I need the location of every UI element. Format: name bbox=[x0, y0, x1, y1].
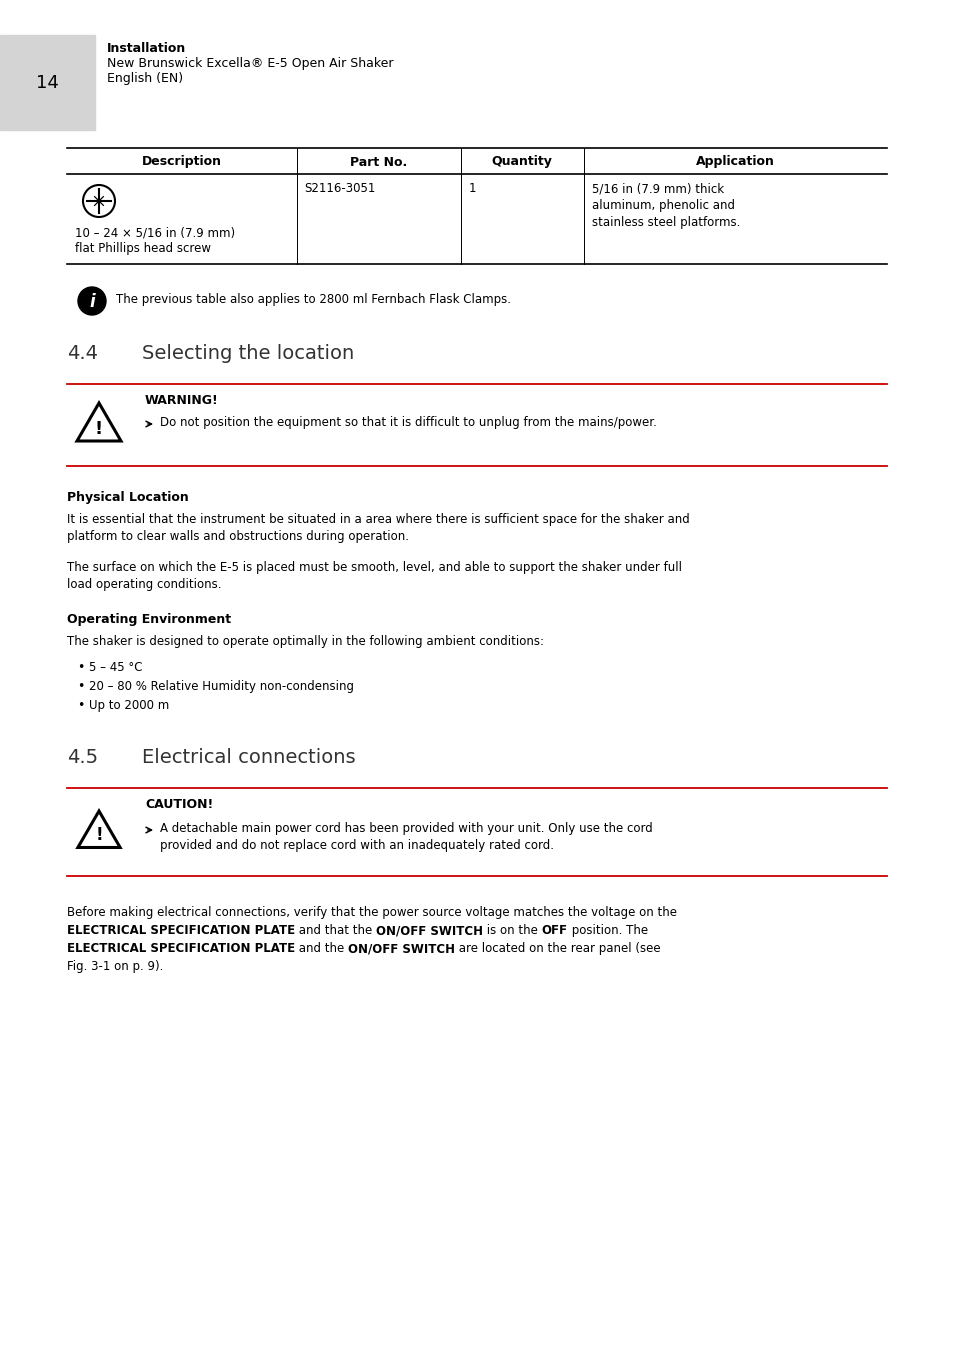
Text: •: • bbox=[77, 680, 84, 693]
Text: ELECTRICAL SPECIFICATION PLATE: ELECTRICAL SPECIFICATION PLATE bbox=[67, 942, 294, 954]
Text: and that the: and that the bbox=[294, 923, 375, 937]
Text: 5/16 in (7.9 mm) thick: 5/16 in (7.9 mm) thick bbox=[591, 182, 723, 194]
Text: Electrical connections: Electrical connections bbox=[142, 748, 355, 767]
Text: Before making electrical connections, verify that the power source voltage match: Before making electrical connections, ve… bbox=[67, 906, 677, 919]
Text: ON/OFF SWITCH: ON/OFF SWITCH bbox=[348, 942, 455, 954]
Text: ELECTRICAL SPECIFICATION PLATE: ELECTRICAL SPECIFICATION PLATE bbox=[67, 923, 294, 937]
Text: !: ! bbox=[95, 826, 103, 844]
Text: are located on the rear panel (see: are located on the rear panel (see bbox=[455, 942, 660, 954]
Text: Application: Application bbox=[695, 155, 774, 169]
Text: 4.4: 4.4 bbox=[67, 344, 98, 363]
Text: stainless steel platforms.: stainless steel platforms. bbox=[591, 216, 740, 230]
Text: i: i bbox=[89, 293, 94, 310]
Text: !: ! bbox=[95, 420, 103, 437]
Text: Quantity: Quantity bbox=[491, 155, 552, 169]
Text: Do not position the equipment so that it is difficult to unplug from the mains/p: Do not position the equipment so that it… bbox=[160, 416, 657, 429]
Text: Description: Description bbox=[142, 155, 221, 169]
Text: and the: and the bbox=[294, 942, 348, 954]
Text: Up to 2000 m: Up to 2000 m bbox=[89, 699, 169, 711]
Text: Physical Location: Physical Location bbox=[67, 491, 189, 504]
Text: A detachable main power cord has been provided with your unit. Only use the cord: A detachable main power cord has been pr… bbox=[160, 822, 652, 836]
Text: S2116-3051: S2116-3051 bbox=[304, 182, 375, 194]
Text: Fig. 3-1 on p. 9).: Fig. 3-1 on p. 9). bbox=[67, 960, 163, 973]
Text: WARNING!: WARNING! bbox=[145, 394, 218, 406]
Text: It is essential that the instrument be situated in a area where there is suffici: It is essential that the instrument be s… bbox=[67, 513, 689, 526]
Text: is on the: is on the bbox=[482, 923, 541, 937]
Text: provided and do not replace cord with an inadequately rated cord.: provided and do not replace cord with an… bbox=[160, 838, 554, 852]
Bar bbox=[0, 35, 95, 130]
Text: 14: 14 bbox=[35, 74, 58, 92]
Text: OFF: OFF bbox=[541, 923, 567, 937]
Text: 4.5: 4.5 bbox=[67, 748, 98, 767]
Text: ON/OFF SWITCH: ON/OFF SWITCH bbox=[375, 923, 482, 937]
Text: aluminum, phenolic and: aluminum, phenolic and bbox=[591, 198, 734, 212]
Text: Installation: Installation bbox=[107, 42, 186, 55]
Text: load operating conditions.: load operating conditions. bbox=[67, 578, 221, 591]
Text: The shaker is designed to operate optimally in the following ambient conditions:: The shaker is designed to operate optima… bbox=[67, 634, 543, 648]
Text: Selecting the location: Selecting the location bbox=[142, 344, 354, 363]
Text: flat Phillips head screw: flat Phillips head screw bbox=[75, 242, 211, 255]
Text: Operating Environment: Operating Environment bbox=[67, 613, 231, 626]
Text: The surface on which the E-5 is placed must be smooth, level, and able to suppor: The surface on which the E-5 is placed m… bbox=[67, 562, 681, 574]
Text: •: • bbox=[77, 699, 84, 711]
Text: CAUTION!: CAUTION! bbox=[145, 798, 213, 811]
Text: 5 – 45 °C: 5 – 45 °C bbox=[89, 662, 142, 674]
Text: 1: 1 bbox=[468, 182, 476, 194]
Text: 20 – 80 % Relative Humidity non-condensing: 20 – 80 % Relative Humidity non-condensi… bbox=[89, 680, 354, 693]
Text: New Brunswick Excella® E-5 Open Air Shaker: New Brunswick Excella® E-5 Open Air Shak… bbox=[107, 57, 393, 70]
Circle shape bbox=[78, 288, 106, 315]
Text: Part No.: Part No. bbox=[350, 155, 407, 169]
Text: platform to clear walls and obstructions during operation.: platform to clear walls and obstructions… bbox=[67, 531, 409, 543]
Text: English (EN): English (EN) bbox=[107, 72, 183, 85]
Text: The previous table also applies to 2800 ml Fernbach Flask Clamps.: The previous table also applies to 2800 … bbox=[116, 293, 511, 306]
Text: •: • bbox=[77, 662, 84, 674]
Text: position. The: position. The bbox=[567, 923, 647, 937]
Text: 10 – 24 × 5/16 in (7.9 mm): 10 – 24 × 5/16 in (7.9 mm) bbox=[75, 227, 234, 240]
